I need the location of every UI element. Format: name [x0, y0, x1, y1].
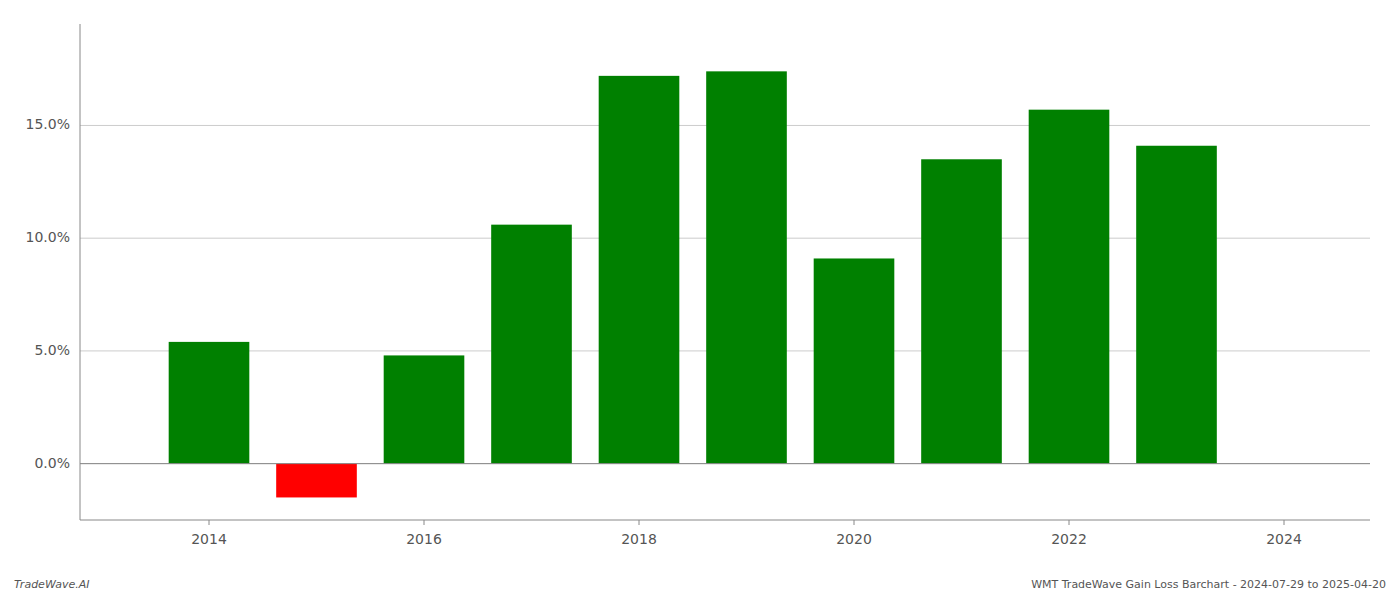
x-tick-label: 2016	[406, 531, 442, 547]
footer-left: TradeWave.AI	[14, 578, 89, 591]
x-tick	[1069, 520, 1070, 525]
bar	[814, 258, 895, 463]
y-axis-line	[80, 24, 81, 520]
bar	[276, 464, 357, 498]
y-tick-label: 15.0%	[26, 116, 70, 132]
x-tick	[424, 520, 425, 525]
bars	[169, 71, 1217, 497]
x-tick	[1284, 520, 1285, 525]
bar	[706, 71, 787, 463]
x-tick	[639, 520, 640, 525]
bar	[599, 76, 680, 464]
bar	[169, 342, 250, 464]
zero-line	[80, 463, 1370, 464]
x-tick-label: 2024	[1266, 531, 1302, 547]
bar	[921, 159, 1002, 463]
bar	[1136, 146, 1217, 464]
x-tick	[854, 520, 855, 525]
grid-line	[80, 463, 1370, 464]
x-tick-label: 2020	[836, 531, 872, 547]
y-tick-label: 5.0%	[34, 342, 70, 358]
bar	[491, 225, 572, 464]
footer-right: WMT TradeWave Gain Loss Barchart - 2024-…	[1031, 578, 1386, 591]
bar	[1029, 110, 1110, 464]
bar	[384, 355, 465, 463]
y-tick-label: 0.0%	[34, 455, 70, 471]
x-tick-label: 2018	[621, 531, 657, 547]
x-tick-label: 2022	[1051, 531, 1087, 547]
x-tick	[209, 520, 210, 525]
y-tick-label: 10.0%	[26, 229, 70, 245]
chart: 0.0% 5.0% 10.0% 15.0% 2014 2016 2018 2020 2022 20…	[0, 0, 1400, 600]
x-axis-line	[80, 520, 1370, 521]
x-tick-label: 2014	[191, 531, 227, 547]
